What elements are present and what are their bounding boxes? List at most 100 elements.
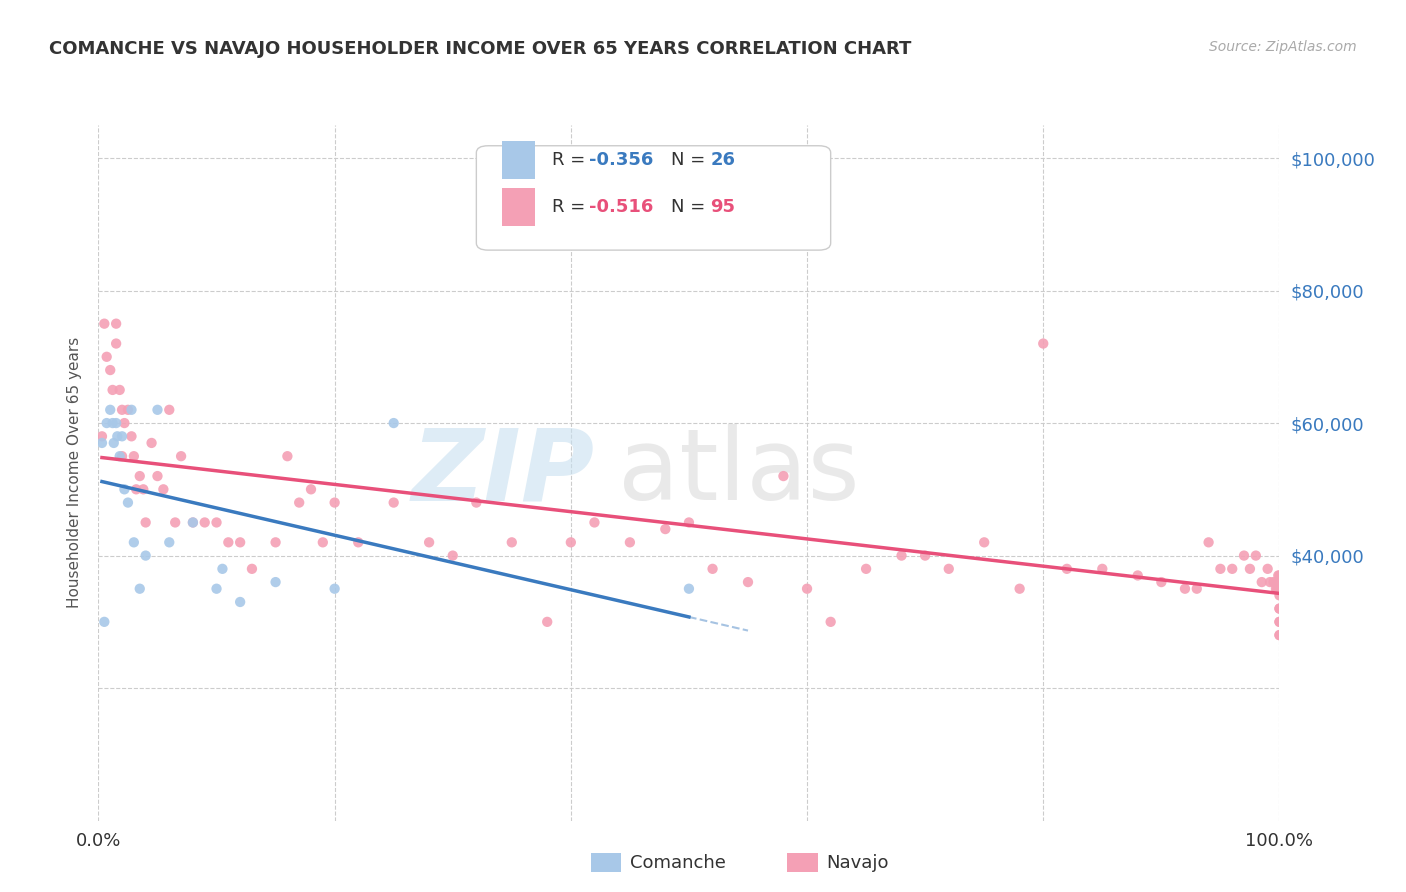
Point bbox=[1268, 575, 1291, 590]
Point bbox=[122, 535, 145, 549]
Point bbox=[1268, 601, 1291, 615]
Point bbox=[1268, 582, 1291, 596]
Point bbox=[141, 436, 163, 450]
Point bbox=[914, 549, 936, 563]
Point bbox=[299, 483, 322, 497]
Point bbox=[1268, 628, 1291, 642]
Point bbox=[181, 516, 204, 530]
Point bbox=[855, 562, 877, 576]
Point bbox=[101, 416, 124, 430]
Point bbox=[217, 535, 239, 549]
Point bbox=[1008, 582, 1031, 596]
Text: R =: R = bbox=[553, 151, 591, 169]
Point bbox=[128, 469, 150, 483]
Point bbox=[347, 535, 370, 549]
Point bbox=[117, 495, 139, 509]
Point bbox=[1268, 615, 1291, 629]
Point bbox=[288, 495, 311, 509]
Point bbox=[465, 495, 488, 509]
Point bbox=[1268, 582, 1291, 596]
Point bbox=[1126, 568, 1149, 582]
Point bbox=[1185, 582, 1208, 596]
Point bbox=[105, 336, 128, 351]
FancyBboxPatch shape bbox=[477, 145, 831, 250]
Point bbox=[1268, 582, 1291, 596]
Point bbox=[211, 562, 233, 576]
Point bbox=[418, 535, 440, 549]
Point bbox=[112, 416, 135, 430]
Point bbox=[323, 495, 346, 509]
Point bbox=[973, 535, 995, 549]
Point bbox=[98, 402, 121, 417]
Point bbox=[93, 615, 115, 629]
FancyBboxPatch shape bbox=[502, 188, 536, 227]
Point bbox=[105, 429, 128, 443]
Point bbox=[128, 582, 150, 596]
Point bbox=[229, 595, 252, 609]
Text: Source: ZipAtlas.com: Source: ZipAtlas.com bbox=[1209, 40, 1357, 54]
Point bbox=[205, 516, 228, 530]
Text: 26: 26 bbox=[710, 151, 735, 169]
Point bbox=[111, 429, 134, 443]
Point bbox=[125, 483, 148, 497]
Point bbox=[1198, 535, 1220, 549]
Point bbox=[91, 429, 114, 443]
Text: COMANCHE VS NAVAJO HOUSEHOLDER INCOME OVER 65 YEARS CORRELATION CHART: COMANCHE VS NAVAJO HOUSEHOLDER INCOME OV… bbox=[49, 40, 911, 58]
Point bbox=[1239, 562, 1261, 576]
Point bbox=[583, 516, 606, 530]
Point bbox=[135, 549, 157, 563]
Point bbox=[678, 582, 700, 596]
Point bbox=[1263, 575, 1285, 590]
Point bbox=[121, 429, 143, 443]
Point bbox=[1032, 336, 1054, 351]
Point bbox=[108, 449, 131, 463]
Point bbox=[1267, 568, 1289, 582]
Point bbox=[108, 383, 131, 397]
Point bbox=[1150, 575, 1173, 590]
Point bbox=[1268, 568, 1291, 582]
Point bbox=[1174, 582, 1197, 596]
Point bbox=[111, 402, 134, 417]
Point bbox=[240, 562, 263, 576]
Text: Navajo: Navajo bbox=[827, 854, 889, 871]
Text: R =: R = bbox=[553, 198, 591, 217]
Point bbox=[1268, 575, 1291, 590]
Point bbox=[1209, 562, 1232, 576]
Point bbox=[121, 402, 143, 417]
Point bbox=[170, 449, 193, 463]
Point bbox=[157, 402, 180, 417]
Point bbox=[93, 317, 115, 331]
Point bbox=[796, 582, 818, 596]
Point bbox=[1233, 549, 1256, 563]
Point bbox=[165, 516, 187, 530]
Point bbox=[1091, 562, 1114, 576]
Point bbox=[91, 436, 114, 450]
Point bbox=[772, 469, 794, 483]
Point bbox=[122, 449, 145, 463]
Point bbox=[536, 615, 558, 629]
Point bbox=[1264, 582, 1286, 596]
Text: N =: N = bbox=[671, 151, 711, 169]
Text: -0.356: -0.356 bbox=[589, 151, 652, 169]
Point bbox=[619, 535, 641, 549]
Point bbox=[132, 483, 155, 497]
Text: atlas: atlas bbox=[619, 425, 859, 521]
Point bbox=[938, 562, 960, 576]
Point bbox=[135, 516, 157, 530]
Point bbox=[152, 483, 174, 497]
Point bbox=[312, 535, 335, 549]
Point bbox=[1265, 582, 1288, 596]
Point bbox=[441, 549, 464, 563]
Point bbox=[105, 317, 128, 331]
Point bbox=[101, 383, 124, 397]
Point bbox=[264, 575, 287, 590]
Text: Comanche: Comanche bbox=[630, 854, 725, 871]
Point bbox=[654, 522, 676, 536]
Point bbox=[1268, 615, 1291, 629]
Point bbox=[1268, 575, 1291, 590]
Point bbox=[229, 535, 252, 549]
Text: -0.516: -0.516 bbox=[589, 198, 652, 217]
FancyBboxPatch shape bbox=[502, 141, 536, 179]
Text: ZIP: ZIP bbox=[412, 425, 595, 521]
Point bbox=[276, 449, 298, 463]
